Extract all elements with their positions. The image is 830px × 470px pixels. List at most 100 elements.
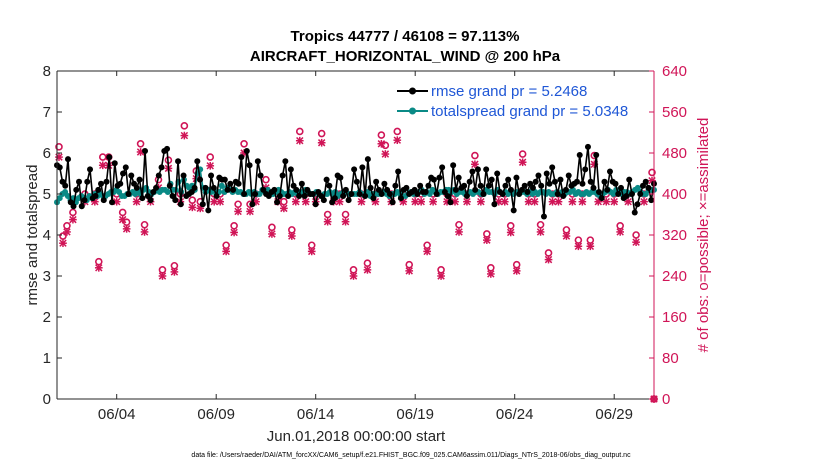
obs-possible-point: [136, 139, 145, 148]
rmse-point: [274, 199, 281, 206]
rmse-point: [213, 193, 220, 200]
obs-assimilated-point: [586, 242, 595, 251]
rmse-point: [153, 184, 160, 191]
rmse-point: [483, 166, 490, 173]
obs-possible-point: [471, 151, 479, 160]
rmse-point: [549, 164, 556, 171]
obs-assimilated-point: [287, 232, 296, 240]
rmse-point: [249, 201, 256, 208]
obs-possible-point: [262, 175, 270, 184]
rmse-point: [626, 176, 633, 183]
rmse-point: [447, 199, 454, 206]
rmse-point: [78, 203, 85, 210]
rmse-point: [103, 178, 110, 185]
obs-possible-point: [536, 220, 545, 229]
rmse-point: [642, 178, 649, 185]
obs-assimilated-point: [59, 239, 67, 248]
chart-title-line1: Tropics 44777 / 46108 = 97.113%: [291, 28, 520, 45]
y-left-tick-label: 8: [43, 63, 51, 80]
obs-assimilated-point: [301, 197, 310, 206]
rmse-point: [139, 195, 146, 202]
rmse-point: [164, 145, 171, 152]
rmse-point: [439, 164, 446, 171]
y-left-tick-label: 0: [43, 391, 51, 408]
rmse-point: [631, 209, 638, 216]
rmse-point: [122, 164, 129, 171]
obs-assimilated-point: [55, 153, 63, 161]
rmse-point: [425, 182, 432, 189]
rmse-point: [485, 182, 492, 189]
rmse-point: [180, 172, 187, 179]
rmse-point: [92, 193, 99, 200]
legend-label-rmse: rmse grand pr = 5.2468: [431, 83, 587, 100]
rmse-point: [472, 186, 479, 193]
rmse-point: [565, 172, 572, 179]
obs-assimilated-point: [188, 203, 197, 212]
rmse-point: [593, 152, 600, 159]
obs-assimilated-point: [216, 197, 225, 206]
obs-assimilated-point: [112, 197, 121, 206]
rmse-point: [65, 156, 72, 163]
rmse-point: [444, 193, 451, 200]
series-layer: [54, 122, 658, 403]
rmse-point: [543, 170, 550, 177]
rmse-point: [158, 164, 165, 171]
obs-assimilated-point: [562, 232, 571, 240]
obs-assimilated-point: [158, 272, 167, 280]
x-tick-label: 06/14: [297, 406, 335, 423]
rmse-point: [466, 178, 473, 185]
rmse-point: [271, 186, 278, 193]
rmse-point: [573, 178, 580, 185]
rmse-point: [606, 168, 613, 175]
obs-possible-point: [140, 220, 149, 229]
rmse-point: [529, 184, 536, 191]
totalspread-point: [164, 188, 171, 195]
rmse-point: [579, 180, 586, 187]
obs-possible-point: [632, 231, 640, 239]
obs-assimilated-point: [363, 266, 372, 274]
rmse-point: [395, 168, 402, 175]
rmse-point: [257, 172, 264, 179]
y-right-tick-label: 160: [662, 309, 687, 326]
rmse-point: [538, 182, 545, 189]
rmse-point: [615, 191, 622, 197]
rmse-point: [637, 191, 644, 197]
obs-possible-point: [455, 220, 463, 229]
obs-assimilated-point: [377, 139, 386, 148]
obs-assimilated-point: [222, 247, 230, 256]
rmse-point: [436, 174, 443, 181]
rmse-point: [81, 197, 88, 204]
obs-assimilated-point: [295, 136, 304, 145]
rmse-point: [106, 154, 113, 161]
y-left-tick-label: 6: [43, 145, 51, 162]
rmse-point: [598, 195, 605, 202]
obs-assimilated-point: [170, 268, 179, 276]
obs-assimilated-point: [574, 242, 583, 251]
rmse-point: [282, 158, 289, 165]
rmse-point: [488, 176, 495, 183]
rmse-point: [381, 180, 388, 187]
legend: rmse grand pr = 5.2468 totalspread grand…: [397, 83, 628, 120]
rmse-point: [601, 178, 608, 185]
y-right-tick-label: 320: [662, 227, 687, 244]
obs-assimilated-point: [423, 247, 431, 256]
rmse-point: [474, 166, 481, 173]
rmse-point: [120, 170, 127, 177]
rmse-point: [560, 193, 567, 200]
rmse-point: [499, 191, 506, 197]
rmse-point: [373, 178, 380, 185]
rmse-point: [645, 184, 652, 191]
rmse-point: [252, 191, 259, 197]
rmse-point: [177, 201, 184, 208]
rmse-point: [452, 186, 459, 193]
rmse-point: [337, 174, 344, 181]
rmse-point: [389, 199, 396, 206]
obs-assimilated-point: [230, 228, 238, 237]
obs-assimilated-point: [518, 158, 527, 167]
rmse-point: [326, 182, 333, 189]
obs-assimilated-point: [140, 228, 149, 236]
rmse-point: [356, 191, 363, 197]
rmse-point: [612, 180, 619, 187]
rmse-point: [362, 193, 369, 200]
